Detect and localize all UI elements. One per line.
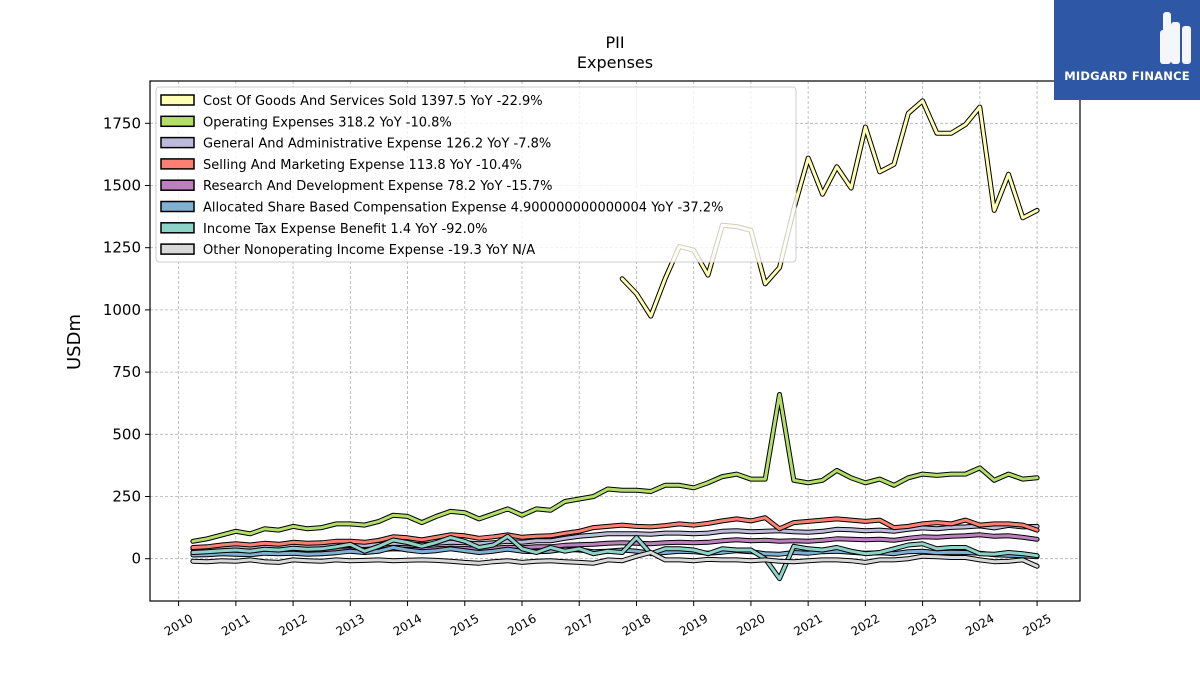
x-tick-label: 2016 [505, 611, 538, 638]
legend-label: Cost Of Goods And Services Sold 1397.5 Y… [203, 94, 543, 109]
series-7 [190, 550, 1040, 569]
series-3 [190, 515, 1040, 550]
y-tick-label: 500 [112, 425, 141, 443]
series-line [191, 393, 1039, 543]
brand-logo: MIDGARD FINANCE [1054, 0, 1200, 100]
x-tick-label: 2015 [448, 611, 481, 638]
legend-swatch [160, 222, 195, 234]
series-line [191, 533, 1039, 554]
chart-title: PII [605, 33, 624, 52]
series-line [191, 551, 1039, 568]
y-tick-label: 1500 [103, 176, 141, 194]
series-line [191, 516, 1039, 549]
x-tick-label: 2025 [1020, 611, 1053, 638]
chart-subtitle: Expenses [577, 53, 653, 72]
legend-label: Research And Development Expense 78.2 Yo… [203, 179, 553, 194]
legend-swatch [160, 136, 195, 149]
x-tick-label: 2021 [791, 611, 824, 638]
legend-swatch [160, 94, 195, 106]
y-tick-label: 1250 [103, 239, 141, 257]
legend-label: Operating Expenses 318.2 YoY -10.8% [203, 115, 452, 130]
x-tick-label: 2018 [620, 611, 653, 638]
logo-mark-icon [1160, 12, 1191, 64]
legend-label: Other Nonoperating Income Expense -19.3 … [203, 243, 535, 258]
legend-swatch [160, 158, 195, 170]
series-4 [190, 532, 1040, 555]
x-tick-label: 2017 [563, 611, 596, 638]
x-tick-label: 2012 [276, 611, 309, 638]
series-6 [190, 533, 1040, 582]
y-axis-label: USDm [64, 314, 85, 370]
legend: Cost Of Goods And Services Sold 1397.5 Y… [155, 86, 797, 263]
y-tick-label: 1000 [103, 301, 141, 319]
x-tick-label: 2024 [963, 611, 996, 638]
legend-label: General And Administrative Expense 126.2… [203, 137, 551, 152]
legend-swatch [160, 115, 195, 128]
y-tick-label: 0 [131, 550, 141, 568]
logo-text: MIDGARD FINANCE [1064, 69, 1190, 83]
x-tick-label: 2011 [219, 611, 252, 638]
legend-swatch [160, 179, 195, 191]
legend-box [155, 86, 797, 263]
legend-label: Income Tax Expense Benefit 1.4 YoY -92.0… [203, 222, 487, 237]
legend-label: Selling And Marketing Expense 113.8 YoY … [203, 158, 522, 173]
legend-swatch [160, 243, 195, 255]
x-tick-label: 2019 [677, 611, 710, 638]
x-tick-label: 2013 [334, 611, 367, 638]
y-tick-label: 250 [112, 488, 141, 506]
series-1 [190, 392, 1040, 544]
y-tick-label: 750 [112, 363, 141, 381]
legend-label: Allocated Share Based Compensation Expen… [203, 201, 723, 216]
series-line [191, 534, 1039, 581]
x-tick-label: 2020 [734, 611, 767, 638]
series-line-outline [190, 392, 1040, 544]
legend-swatch [160, 200, 195, 213]
x-tick-label: 2023 [906, 611, 939, 638]
x-tick-label: 2010 [162, 611, 195, 638]
y-tick-label: 1750 [103, 114, 141, 132]
x-tick-label: 2022 [849, 611, 882, 638]
x-tick-label: 2014 [391, 611, 424, 638]
plot-frame [149, 80, 1081, 602]
